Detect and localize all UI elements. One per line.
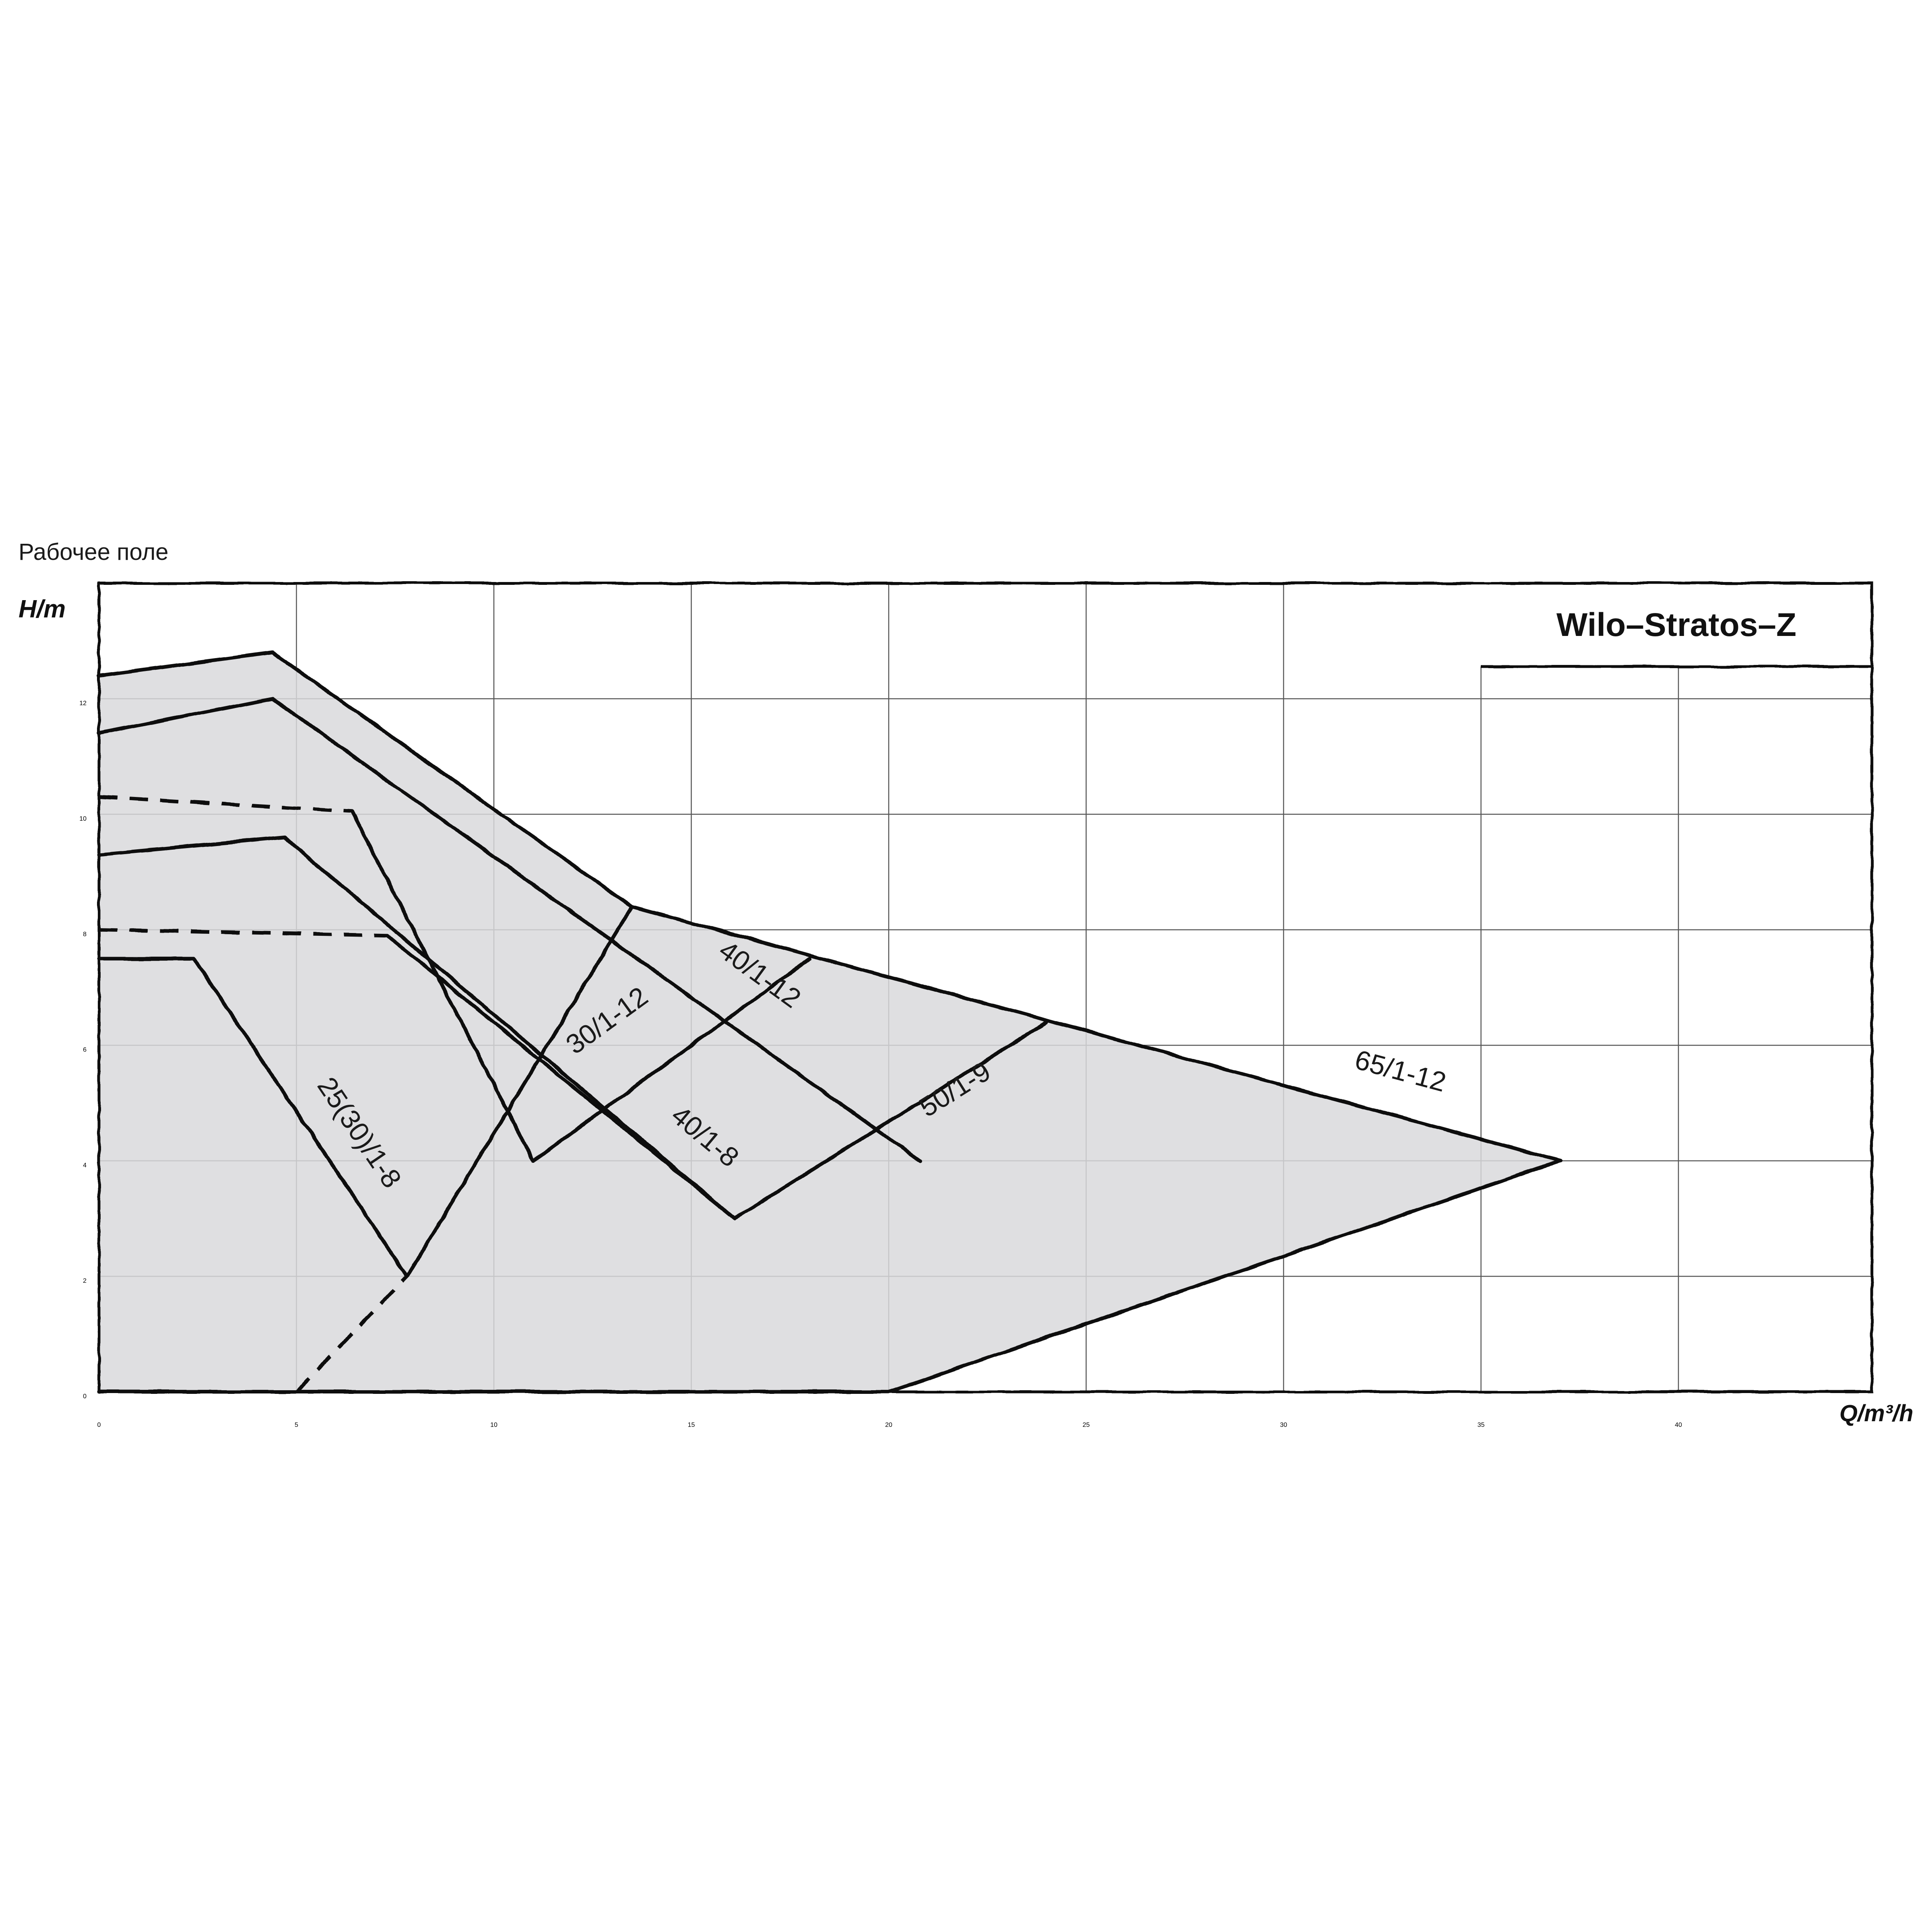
svg-text:8: 8 (83, 931, 87, 938)
svg-text:0: 0 (83, 1393, 87, 1400)
svg-text:6: 6 (83, 1046, 87, 1053)
svg-text:15: 15 (688, 1422, 695, 1428)
svg-text:0: 0 (97, 1422, 101, 1428)
svg-text:30: 30 (1280, 1422, 1287, 1428)
svg-text:25: 25 (1083, 1422, 1090, 1428)
svg-text:35: 35 (1478, 1422, 1485, 1428)
svg-text:40: 40 (1675, 1422, 1682, 1428)
svg-text:12: 12 (79, 700, 87, 707)
svg-text:20: 20 (885, 1422, 892, 1428)
svg-text:10: 10 (490, 1422, 497, 1428)
svg-text:10: 10 (79, 815, 87, 822)
svg-text:4: 4 (83, 1162, 87, 1169)
svg-text:5: 5 (295, 1422, 298, 1428)
svg-text:2: 2 (83, 1278, 87, 1284)
